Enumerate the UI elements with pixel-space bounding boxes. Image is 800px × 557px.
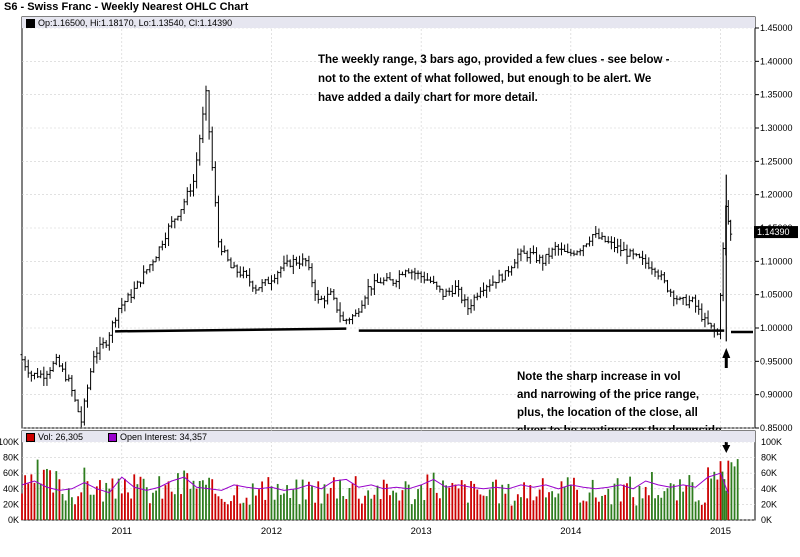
annotation-bottom: Note the sharp increase in vol and narro…: [517, 368, 721, 430]
price-y-tick-label: 1.10000: [760, 256, 793, 266]
annotation-top-line-1: The weekly range, 3 bars ago, provided a…: [318, 54, 670, 66]
volume-y-tick-right: 80K: [761, 453, 777, 463]
price-y-tick-label: 1.30000: [760, 123, 793, 133]
up-arrow-icon: [722, 348, 731, 368]
price-y-tick-label: 1.05000: [760, 290, 793, 300]
annotation-top: The weekly range, 3 bars ago, provided a…: [318, 51, 670, 108]
volume-legend: Vol: 26,305: [26, 432, 84, 443]
annotation-top-line-3: have added a daily chart for more detail…: [318, 92, 538, 104]
price-legend: Op:1.16500, Hi:1.18170, Lo:1.13540, Cl:1…: [26, 18, 233, 29]
volume-legend-bar: Vol: 26,305 Open Interest: 34,357: [22, 431, 755, 443]
price-y-tick-label: 1.25000: [760, 156, 793, 166]
price-y-tick-label: 1.40000: [760, 56, 793, 66]
volume-y-tick-right: 0K: [761, 515, 772, 525]
oi-swatch-icon: [108, 433, 117, 443]
volume-swatch-icon: [26, 433, 35, 443]
down-arrow-icon: [722, 435, 731, 453]
x-tick-label: 2011: [112, 526, 132, 537]
price-legend-text: Op:1.16500, Hi:1.18170, Lo:1.13540, Cl:1…: [38, 18, 233, 28]
volume-y-tick-left: 20K: [3, 499, 19, 509]
price-y-tick-label: 0.90000: [760, 390, 793, 400]
annotation-bottom-line-2: and narrowing of the price range,: [517, 389, 700, 401]
volume-y-tick-left: 0K: [8, 515, 19, 525]
annotation-bottom-line-1: Note the sharp increase in vol: [517, 371, 681, 383]
price-y-tick-label: 0.85000: [760, 423, 793, 433]
open-interest-line: [21, 472, 729, 494]
annotation-bottom-line-4: clues to be cautious on the downside: [517, 422, 721, 430]
price-y-tick-label: 1.00000: [760, 323, 793, 333]
volume-y-tick-right: 20K: [761, 499, 777, 509]
x-tick-label: 2014: [560, 526, 581, 537]
volume-y-tick-left: 60K: [3, 468, 19, 478]
last-price-label: 1.14390: [757, 227, 790, 237]
price-y-tick-label: 1.35000: [760, 90, 793, 100]
price-legend-bar: Op:1.16500, Hi:1.18170, Lo:1.13540, Cl:1…: [22, 17, 755, 29]
volume-y-tick-right: 40K: [761, 484, 777, 494]
oi-legend-text: Open Interest: 34,357: [120, 432, 208, 442]
volume-y-tick-left: 100K: [0, 437, 19, 447]
price-y-tick-label: 0.95000: [760, 356, 793, 366]
price-y-tick-label: 1.20000: [760, 190, 793, 200]
volume-y-tick-left: 80K: [3, 453, 19, 463]
price-swatch-icon: [26, 19, 35, 29]
price-y-tick-label: 1.45000: [760, 23, 793, 33]
x-tick-label: 2015: [710, 526, 731, 537]
volume-y-tick-right: 60K: [761, 468, 777, 478]
volume-y-tick-right: 100K: [761, 437, 782, 447]
volume-y-tick-left: 40K: [3, 484, 19, 494]
last-price-tag: [754, 226, 798, 239]
x-tick-label: 2012: [261, 526, 282, 537]
support-line-1: [115, 327, 347, 333]
oi-legend: Open Interest: 34,357: [108, 432, 208, 443]
chart-title: S6 - Swiss Franc - Weekly Nearest OHLC C…: [4, 1, 249, 13]
x-tick-label: 2013: [411, 526, 432, 537]
annotation-bottom-line-3: plus, the location of the close, all: [517, 407, 698, 419]
volume-legend-text: Vol: 26,305: [38, 432, 84, 442]
annotation-top-line-2: not to the extent of what followed, but …: [318, 73, 652, 85]
